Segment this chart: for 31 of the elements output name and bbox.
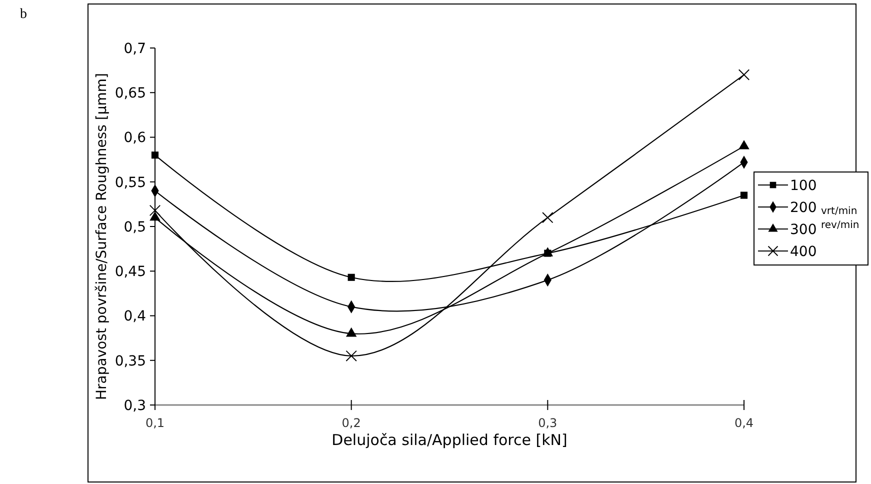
legend-title: vrt/min rev/min xyxy=(821,206,860,231)
x-tick-label: 0,4 xyxy=(734,416,754,430)
point xyxy=(149,204,161,216)
y-tick-label: 0,3 xyxy=(124,398,146,414)
point xyxy=(348,274,355,281)
point xyxy=(346,350,357,362)
y-tick-label: 0,65 xyxy=(114,86,146,102)
x-tick-label: 0,1 xyxy=(145,416,165,430)
point xyxy=(346,327,357,337)
y-tick-label: 0,55 xyxy=(114,174,146,191)
legend-label: 100 xyxy=(790,178,817,194)
x-tick-label: 0,3 xyxy=(538,416,558,430)
x-axis-title: Delujoča sila/Applied force [kN] xyxy=(332,431,568,449)
legend-label: 300 xyxy=(790,222,817,238)
y-axis-title: Hrapavost površine/Surface Roughness [µmm] xyxy=(94,72,110,400)
y-tick-label: 0,6 xyxy=(124,130,146,146)
point xyxy=(738,69,750,80)
x-tick-label: 0,2 xyxy=(342,416,361,430)
legend-label: 200 xyxy=(790,200,817,216)
text: b xyxy=(20,7,27,22)
point xyxy=(151,152,159,159)
point xyxy=(740,192,748,199)
point xyxy=(150,211,160,221)
y-tick-label: 0,5 xyxy=(124,219,146,236)
point xyxy=(542,247,554,256)
y-tick-label: 0,7 xyxy=(124,40,146,57)
point xyxy=(542,212,554,224)
y-tick-label: 0,35 xyxy=(114,353,146,370)
y-tick-label: 0,45 xyxy=(114,264,146,280)
y-tick-label: 0,4 xyxy=(124,308,146,325)
legend-label: 400 xyxy=(790,244,817,260)
